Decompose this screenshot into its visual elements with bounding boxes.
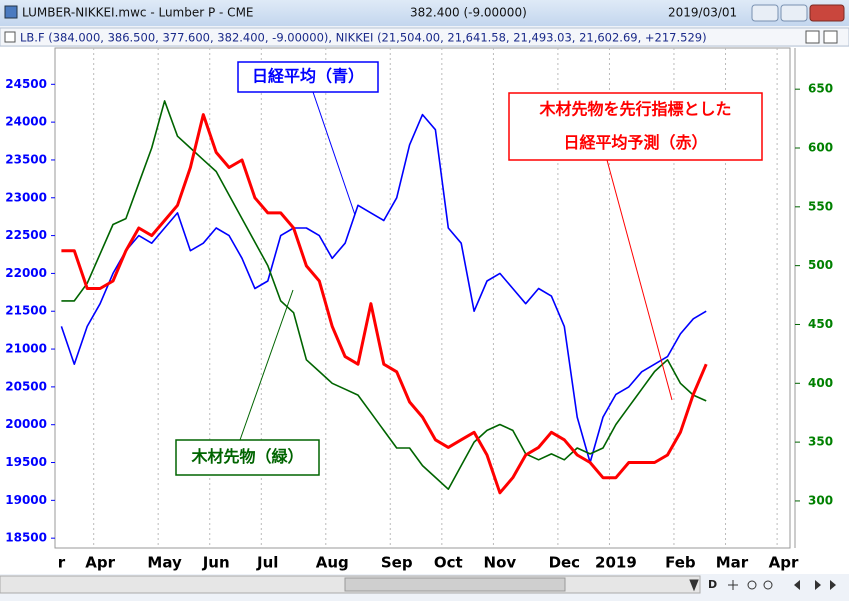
y-tick-label: 20000 — [5, 417, 47, 431]
annotation-text: 日経平均（青） — [252, 67, 364, 86]
restore-pane[interactable] — [805, 30, 820, 44]
close-button[interactable] — [809, 4, 845, 22]
annotation-leader — [606, 159, 673, 401]
toolbar-icon[interactable] — [689, 579, 738, 592]
y-tick-label: 24500 — [5, 77, 47, 91]
annotation-box — [237, 61, 379, 93]
y-tick-label: 23000 — [5, 190, 47, 204]
x-tick-label: 2019 — [595, 554, 637, 572]
minimize-button[interactable] — [751, 4, 779, 22]
annotation-leader — [239, 289, 294, 441]
y2-tick-label: 350 — [808, 435, 833, 449]
y2-tick-label: 400 — [808, 376, 833, 390]
y2-tick-label: 650 — [808, 82, 833, 96]
x-tick-label: Dec — [549, 554, 581, 572]
annotation-text: 木材先物（緑） — [190, 447, 303, 466]
series-line — [60, 113, 707, 464]
annotation-text: 日経平均予測（赤） — [563, 133, 707, 152]
toolbar-icon[interactable] — [794, 580, 836, 590]
x-tick-label: Jul — [256, 554, 278, 572]
y2-tick-label: 600 — [808, 141, 833, 155]
x-tick-label: Jun — [202, 554, 230, 572]
x-tick-label: Apr — [769, 554, 799, 572]
x-tick-label: r — [58, 554, 66, 572]
annotation-text: 木材先物を先行指標とした — [538, 99, 731, 118]
close-pane[interactable] — [823, 30, 838, 44]
info-text: LB.F (384.000, 386.500, 377.600, 382.400… — [20, 31, 707, 45]
toolbar-icon[interactable] — [747, 580, 757, 590]
x-tick-label: May — [147, 554, 182, 572]
info-bar — [0, 27, 849, 47]
y2-tick-label: 500 — [808, 258, 833, 272]
y-tick-label: 21000 — [5, 342, 47, 356]
y-tick-label: 18500 — [5, 531, 47, 545]
y2-tick-label: 550 — [808, 199, 833, 213]
x-tick-label: Apr — [85, 554, 115, 572]
annotation-box — [175, 439, 320, 476]
window-title: LUMBER-NIKKEI.mwc - Lumber P - CME — [22, 6, 254, 20]
y-tick-label: 19500 — [5, 455, 47, 469]
annotation-box — [508, 92, 763, 161]
info-icon — [4, 31, 16, 43]
y-tick-label: 23500 — [5, 152, 47, 166]
scroll-thumb[interactable] — [344, 577, 566, 592]
x-tick-label: Mar — [716, 554, 749, 572]
y-tick-label: 21500 — [5, 304, 47, 318]
toolbar-icons — [689, 579, 836, 592]
series-line — [61, 113, 708, 495]
x-tick-label: Nov — [484, 554, 517, 572]
app-icon — [4, 5, 18, 19]
toolbar-label[interactable]: D — [708, 578, 717, 591]
maximize-button[interactable] — [780, 4, 808, 22]
y-tick-label: 20500 — [5, 379, 47, 393]
toolbar-icon[interactable] — [763, 580, 773, 590]
plot-frame — [54, 47, 791, 549]
x-tick-label: Aug — [316, 554, 349, 572]
date: 2019/03/01 — [668, 6, 737, 20]
title-bar — [0, 0, 849, 26]
annotation-leader — [312, 91, 356, 216]
x-tick-label: Feb — [665, 554, 696, 572]
y-tick-label: 22500 — [5, 228, 47, 242]
x-tick-label: Oct — [434, 554, 463, 572]
price: 382.400 (-9.00000) — [410, 6, 527, 20]
y2-tick-label: 300 — [808, 493, 833, 507]
y2-tick-label: 450 — [808, 317, 833, 331]
y-tick-label: 24000 — [5, 115, 47, 129]
y-tick-label: 19000 — [5, 493, 47, 507]
series-line — [61, 100, 707, 490]
y-tick-label: 22000 — [5, 266, 47, 280]
x-tick-label: Sep — [381, 554, 413, 572]
